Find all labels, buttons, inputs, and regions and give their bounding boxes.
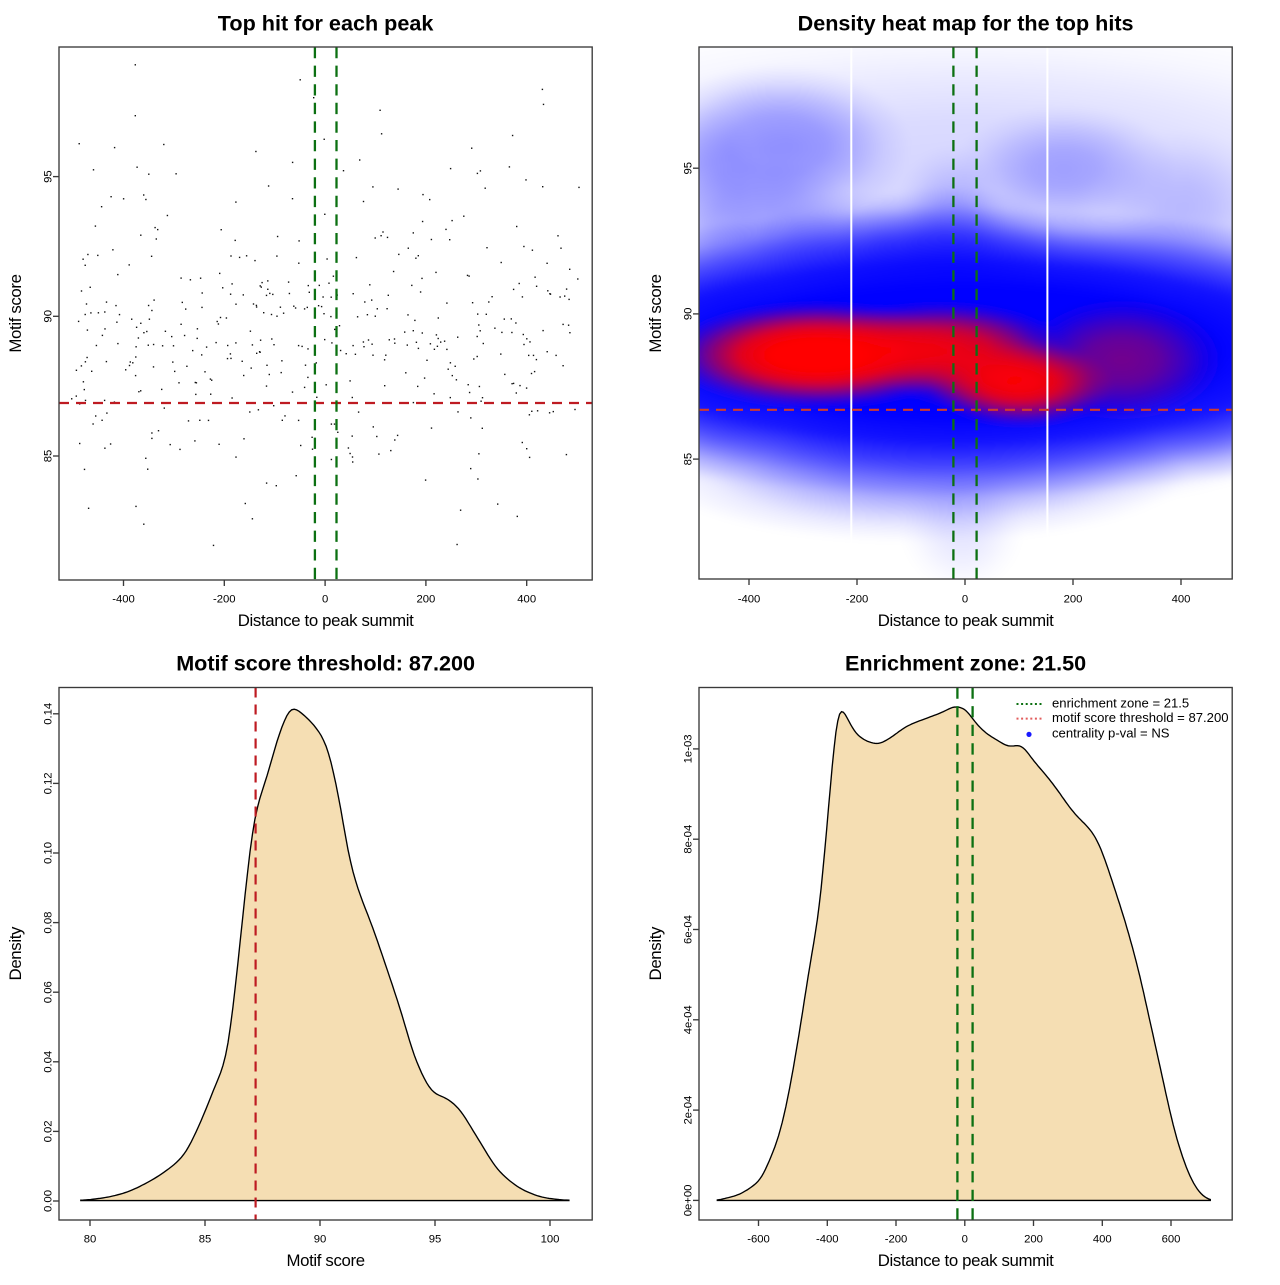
svg-text:-400: -400 — [816, 1233, 839, 1245]
svg-text:200: 200 — [1064, 593, 1083, 605]
svg-text:85: 85 — [199, 1233, 212, 1245]
svg-text:80: 80 — [84, 1233, 97, 1245]
svg-text:400: 400 — [517, 593, 536, 605]
svg-text:0: 0 — [322, 593, 328, 605]
svg-text:4e-04: 4e-04 — [683, 1005, 695, 1034]
svg-text:-600: -600 — [747, 1233, 770, 1245]
svg-text:centrality p-val = NS: centrality p-val = NS — [1052, 725, 1170, 740]
svg-text:1e-03: 1e-03 — [683, 734, 695, 763]
svg-text:0.14: 0.14 — [43, 703, 55, 725]
svg-text:0.06: 0.06 — [43, 981, 55, 1003]
svg-text:-400: -400 — [112, 593, 135, 605]
svg-text:90: 90 — [683, 308, 695, 321]
svg-text:motif score threshold = 87.200: motif score threshold = 87.200 — [1052, 710, 1229, 725]
svg-text:95: 95 — [683, 162, 695, 175]
svg-text:-200: -200 — [213, 593, 236, 605]
svg-text:Density: Density — [646, 926, 665, 980]
svg-text:100: 100 — [541, 1233, 560, 1245]
svg-text:85: 85 — [683, 453, 695, 466]
svg-text:400: 400 — [1093, 1233, 1112, 1245]
svg-text:0e+00: 0e+00 — [683, 1185, 695, 1217]
svg-text:Enrichment zone: 21.50: Enrichment zone: 21.50 — [845, 651, 1086, 676]
svg-text:95: 95 — [429, 1233, 442, 1245]
svg-text:enrichment zone = 21.5: enrichment zone = 21.5 — [1052, 696, 1189, 711]
svg-text:-200: -200 — [846, 593, 869, 605]
svg-text:Distance to peak summit: Distance to peak summit — [878, 611, 1054, 630]
svg-text:200: 200 — [416, 593, 435, 605]
svg-text:0.08: 0.08 — [43, 912, 55, 934]
svg-text:Density heat map for the top h: Density heat map for the top hits — [798, 11, 1134, 36]
svg-text:0: 0 — [962, 593, 968, 605]
svg-text:90: 90 — [314, 1233, 327, 1245]
svg-text:Distance to peak summit: Distance to peak summit — [238, 611, 414, 630]
svg-text:400: 400 — [1172, 593, 1191, 605]
svg-text:6e-04: 6e-04 — [683, 915, 695, 944]
svg-text:Density: Density — [6, 926, 25, 980]
svg-text:-200: -200 — [885, 1233, 908, 1245]
svg-text:0: 0 — [962, 1233, 968, 1245]
svg-text:85: 85 — [43, 450, 55, 463]
svg-text:Motif score: Motif score — [286, 1251, 364, 1270]
svg-text:8e-04: 8e-04 — [683, 825, 695, 854]
svg-text:0.04: 0.04 — [43, 1051, 55, 1073]
svg-text:95: 95 — [43, 170, 55, 183]
svg-text:0.10: 0.10 — [43, 842, 55, 864]
svg-text:0.00: 0.00 — [43, 1190, 55, 1212]
svg-text:0.02: 0.02 — [43, 1120, 55, 1142]
svg-text:2e-04: 2e-04 — [683, 1096, 695, 1125]
svg-text:90: 90 — [43, 310, 55, 323]
svg-text:Top hit for each peak: Top hit for each peak — [218, 11, 435, 36]
svg-text:-400: -400 — [738, 593, 761, 605]
svg-text:0.12: 0.12 — [43, 772, 55, 794]
svg-text:Distance to peak summit: Distance to peak summit — [878, 1251, 1054, 1270]
svg-text:200: 200 — [1024, 1233, 1043, 1245]
svg-text:Motif score: Motif score — [646, 274, 665, 352]
svg-text:Motif score threshold: 87.200: Motif score threshold: 87.200 — [176, 651, 475, 676]
svg-text:600: 600 — [1162, 1233, 1181, 1245]
svg-text:Motif score: Motif score — [6, 274, 25, 352]
